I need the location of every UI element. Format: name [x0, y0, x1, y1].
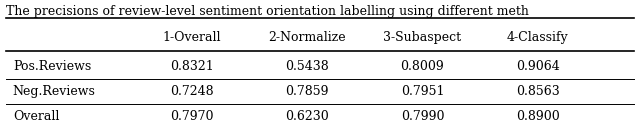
- Text: 0.7248: 0.7248: [170, 85, 214, 98]
- Text: 1-Overall: 1-Overall: [163, 31, 221, 44]
- Text: 0.7970: 0.7970: [170, 110, 214, 123]
- Text: 0.9064: 0.9064: [516, 60, 559, 73]
- Text: 0.7951: 0.7951: [401, 85, 444, 98]
- Text: 0.7990: 0.7990: [401, 110, 444, 123]
- Text: 0.8009: 0.8009: [401, 60, 444, 73]
- Text: 2-Normalize: 2-Normalize: [268, 31, 346, 44]
- Text: 0.8563: 0.8563: [516, 85, 559, 98]
- Text: 0.8900: 0.8900: [516, 110, 559, 123]
- Text: Pos.Reviews: Pos.Reviews: [13, 60, 91, 73]
- Text: 0.6230: 0.6230: [285, 110, 329, 123]
- Text: 3-Subaspect: 3-Subaspect: [383, 31, 461, 44]
- Text: Neg.Reviews: Neg.Reviews: [13, 85, 95, 98]
- Text: Overall: Overall: [13, 110, 59, 123]
- Text: 0.5438: 0.5438: [285, 60, 329, 73]
- Text: 0.7859: 0.7859: [285, 85, 329, 98]
- Text: 4-Classify: 4-Classify: [507, 31, 568, 44]
- Text: 0.8321: 0.8321: [170, 60, 214, 73]
- Text: The precisions of review-level sentiment orientation labelling using different m: The precisions of review-level sentiment…: [6, 5, 529, 18]
